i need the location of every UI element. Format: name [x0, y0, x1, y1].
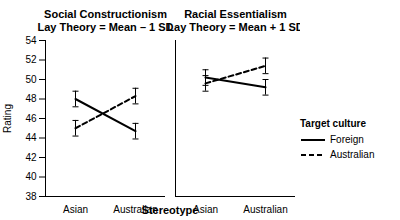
svg-text:Asian: Asian: [63, 204, 88, 215]
svg-text:Lay Theory = Mean – 1 SD: Lay Theory = Mean – 1 SD: [37, 21, 173, 33]
svg-text:42: 42: [25, 152, 37, 163]
svg-text:50: 50: [25, 74, 37, 85]
svg-text:48: 48: [25, 93, 37, 104]
svg-text:Racial Essentialism: Racial Essentialism: [184, 8, 287, 20]
svg-text:38: 38: [25, 191, 37, 202]
svg-text:Social Constructionism: Social Constructionism: [44, 8, 167, 20]
svg-text:Lay Theory = Mean + 1 SD: Lay Theory = Mean + 1 SD: [167, 21, 300, 33]
svg-text:52: 52: [25, 54, 37, 65]
svg-text:44: 44: [25, 132, 37, 143]
svg-text:40: 40: [25, 171, 37, 182]
svg-text:46: 46: [25, 113, 37, 124]
svg-text:Rating: Rating: [2, 104, 13, 133]
svg-text:Australian: Australian: [243, 204, 287, 215]
svg-text:54: 54: [25, 35, 37, 46]
